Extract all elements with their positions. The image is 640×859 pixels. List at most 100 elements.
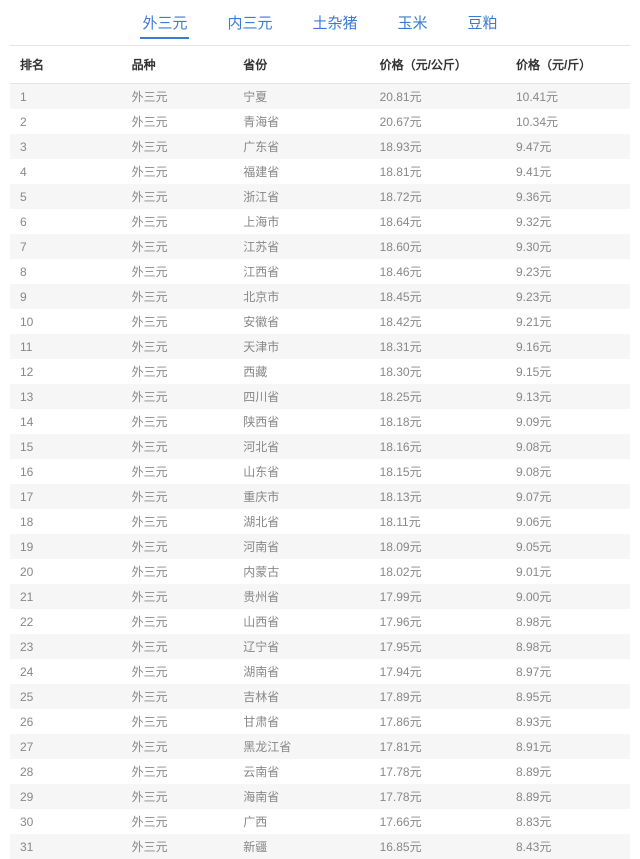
- cell-variety: 外三元: [122, 359, 234, 384]
- cell-province: 天津市: [233, 334, 369, 359]
- cell-province: 浙江省: [233, 184, 369, 209]
- tab-yumi[interactable]: 玉米: [396, 8, 430, 39]
- cell-price-jin: 9.00元: [506, 584, 630, 609]
- cell-variety: 外三元: [122, 209, 234, 234]
- cell-variety: 外三元: [122, 484, 234, 509]
- cell-price-kg: 18.25元: [370, 384, 506, 409]
- cell-price-kg: 18.31元: [370, 334, 506, 359]
- cell-province: 江西省: [233, 259, 369, 284]
- table-row: 23外三元辽宁省17.95元8.98元: [10, 634, 630, 659]
- cell-province: 湖北省: [233, 509, 369, 534]
- cell-price-kg: 18.60元: [370, 234, 506, 259]
- cell-province: 广西: [233, 809, 369, 834]
- cell-variety: 外三元: [122, 659, 234, 684]
- cell-province: 西藏: [233, 359, 369, 384]
- cell-price-kg: 18.02元: [370, 559, 506, 584]
- cell-price-jin: 9.41元: [506, 159, 630, 184]
- cell-price-jin: 9.06元: [506, 509, 630, 534]
- cell-price-jin: 9.01元: [506, 559, 630, 584]
- table-row: 27外三元黑龙江省17.81元8.91元: [10, 734, 630, 759]
- cell-rank: 19: [10, 534, 122, 559]
- cell-variety: 外三元: [122, 634, 234, 659]
- table-row: 28外三元云南省17.78元8.89元: [10, 759, 630, 784]
- table-row: 8外三元江西省18.46元9.23元: [10, 259, 630, 284]
- cell-price-jin: 9.09元: [506, 409, 630, 434]
- cell-rank: 27: [10, 734, 122, 759]
- cell-rank: 1: [10, 84, 122, 110]
- table-row: 15外三元河北省18.16元9.08元: [10, 434, 630, 459]
- cell-price-jin: 9.32元: [506, 209, 630, 234]
- cell-rank: 21: [10, 584, 122, 609]
- tab-doupo[interactable]: 豆粕: [466, 8, 500, 39]
- cell-province: 江苏省: [233, 234, 369, 259]
- cell-variety: 外三元: [122, 609, 234, 634]
- cell-rank: 26: [10, 709, 122, 734]
- cell-province: 重庆市: [233, 484, 369, 509]
- table-row: 31外三元新疆16.85元8.43元: [10, 834, 630, 859]
- table-row: 11外三元天津市18.31元9.16元: [10, 334, 630, 359]
- cell-price-jin: 8.98元: [506, 609, 630, 634]
- cell-rank: 25: [10, 684, 122, 709]
- cell-price-kg: 18.45元: [370, 284, 506, 309]
- cell-province: 甘肃省: [233, 709, 369, 734]
- cell-price-kg: 17.95元: [370, 634, 506, 659]
- table-row: 5外三元浙江省18.72元9.36元: [10, 184, 630, 209]
- cell-price-jin: 8.93元: [506, 709, 630, 734]
- cell-price-jin: 8.83元: [506, 809, 630, 834]
- table-row: 29外三元海南省17.78元8.89元: [10, 784, 630, 809]
- table-row: 7外三元江苏省18.60元9.30元: [10, 234, 630, 259]
- table-row: 30外三元广西17.66元8.83元: [10, 809, 630, 834]
- table-row: 22外三元山西省17.96元8.98元: [10, 609, 630, 634]
- tab-neisanyuan[interactable]: 内三元: [225, 8, 274, 39]
- cell-variety: 外三元: [122, 134, 234, 159]
- cell-province: 陕西省: [233, 409, 369, 434]
- cell-rank: 2: [10, 109, 122, 134]
- cell-price-jin: 9.21元: [506, 309, 630, 334]
- cell-variety: 外三元: [122, 734, 234, 759]
- cell-province: 河南省: [233, 534, 369, 559]
- cell-price-kg: 18.46元: [370, 259, 506, 284]
- table-row: 10外三元安徽省18.42元9.21元: [10, 309, 630, 334]
- cell-rank: 22: [10, 609, 122, 634]
- cell-price-jin: 8.89元: [506, 784, 630, 809]
- cell-province: 湖南省: [233, 659, 369, 684]
- cell-price-jin: 9.08元: [506, 434, 630, 459]
- table-row: 20外三元内蒙古18.02元9.01元: [10, 559, 630, 584]
- cell-price-jin: 9.07元: [506, 484, 630, 509]
- cell-variety: 外三元: [122, 534, 234, 559]
- col-rank: 排名: [10, 46, 122, 84]
- cell-price-kg: 18.64元: [370, 209, 506, 234]
- table-row: 12外三元西藏18.30元9.15元: [10, 359, 630, 384]
- cell-variety: 外三元: [122, 309, 234, 334]
- cell-rank: 10: [10, 309, 122, 334]
- price-table-container: 外三元 内三元 土杂猪 玉米 豆粕 排名 品种 省份 价格（元/公斤） 价格（元…: [0, 0, 640, 859]
- cell-price-kg: 20.67元: [370, 109, 506, 134]
- cell-price-jin: 9.08元: [506, 459, 630, 484]
- cell-variety: 外三元: [122, 434, 234, 459]
- cell-price-jin: 8.95元: [506, 684, 630, 709]
- cell-price-jin: 8.98元: [506, 634, 630, 659]
- cell-rank: 13: [10, 384, 122, 409]
- cell-price-jin: 9.36元: [506, 184, 630, 209]
- cell-rank: 11: [10, 334, 122, 359]
- cell-rank: 5: [10, 184, 122, 209]
- cell-price-kg: 17.78元: [370, 784, 506, 809]
- table-row: 6外三元上海市18.64元9.32元: [10, 209, 630, 234]
- cell-rank: 23: [10, 634, 122, 659]
- cell-price-kg: 18.13元: [370, 484, 506, 509]
- cell-rank: 3: [10, 134, 122, 159]
- tab-waisanyuan[interactable]: 外三元: [140, 8, 189, 39]
- cell-price-kg: 18.72元: [370, 184, 506, 209]
- cell-price-kg: 18.30元: [370, 359, 506, 384]
- cell-price-jin: 9.16元: [506, 334, 630, 359]
- cell-rank: 24: [10, 659, 122, 684]
- cell-price-jin: 9.15元: [506, 359, 630, 384]
- cell-price-jin: 8.97元: [506, 659, 630, 684]
- cell-price-kg: 18.15元: [370, 459, 506, 484]
- cell-price-kg: 18.93元: [370, 134, 506, 159]
- cell-variety: 外三元: [122, 709, 234, 734]
- cell-province: 北京市: [233, 284, 369, 309]
- category-tabs: 外三元 内三元 土杂猪 玉米 豆粕: [10, 0, 630, 46]
- tab-tuzazhu[interactable]: 土杂猪: [310, 8, 359, 39]
- cell-variety: 外三元: [122, 259, 234, 284]
